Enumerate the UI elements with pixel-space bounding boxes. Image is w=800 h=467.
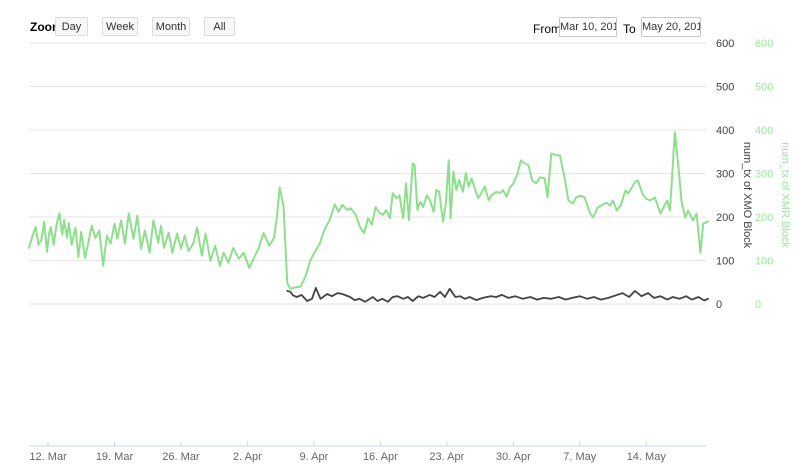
range-button-month[interactable]: Month	[152, 17, 190, 36]
range-selector: Day Week Month All	[55, 17, 235, 36]
y-axis-title-xmr: num_tx of XMR Block	[779, 142, 791, 248]
y-axis-label-xmo: 300	[716, 169, 734, 181]
y-axis-label-xmr: 600	[755, 38, 773, 50]
y-axis-label-xmr: 400	[755, 125, 773, 137]
y-axis-label-xmo: 100	[716, 256, 734, 268]
y-axis-label-xmo: 400	[716, 125, 734, 137]
from-label: From	[533, 22, 561, 36]
y-axis-label-xmr: 200	[755, 212, 773, 224]
from-date-input[interactable]	[559, 17, 617, 37]
to-date-input[interactable]	[641, 17, 701, 37]
y-axis-title-xmo: num_tx of XMO Block	[741, 142, 753, 249]
zoom-label: Zoom	[30, 20, 63, 34]
x-axis-label: 16. Apr	[363, 451, 398, 463]
to-label: To	[623, 22, 636, 36]
x-axis-label: 7. May	[563, 451, 597, 463]
xmo-series-line	[286, 286, 709, 303]
y-axis-label-xmr: 500	[755, 82, 773, 94]
plot-area[interactable]	[29, 43, 706, 446]
y-axis-label-xmo: 0	[716, 299, 722, 311]
range-button-week[interactable]: Week	[102, 17, 138, 36]
x-axis-label: 9. Apr	[300, 451, 329, 463]
xmr-series-line	[28, 131, 709, 290]
y-axis-label-xmr: 0	[755, 299, 761, 311]
y-axis-label-xmr: 100	[755, 256, 773, 268]
x-axis-label: 12. Mar	[29, 451, 67, 463]
x-axis-label: 19. Mar	[96, 451, 134, 463]
y-axis-label-xmr: 300	[755, 169, 773, 181]
y-axis-label-xmo: 600	[716, 38, 734, 50]
x-axis-label: 23. Apr	[429, 451, 464, 463]
x-axis-label: 14. May	[627, 451, 667, 463]
x-axis-label: 30. Apr	[496, 451, 531, 463]
range-button-day[interactable]: Day	[55, 17, 88, 36]
x-axis-label: 2. Apr	[233, 451, 262, 463]
range-button-all[interactable]: All	[204, 17, 235, 36]
x-axis-label: 26. Mar	[162, 451, 200, 463]
y-axis-label-xmo: 200	[716, 212, 734, 224]
y-axis-label-xmo: 500	[716, 82, 734, 94]
